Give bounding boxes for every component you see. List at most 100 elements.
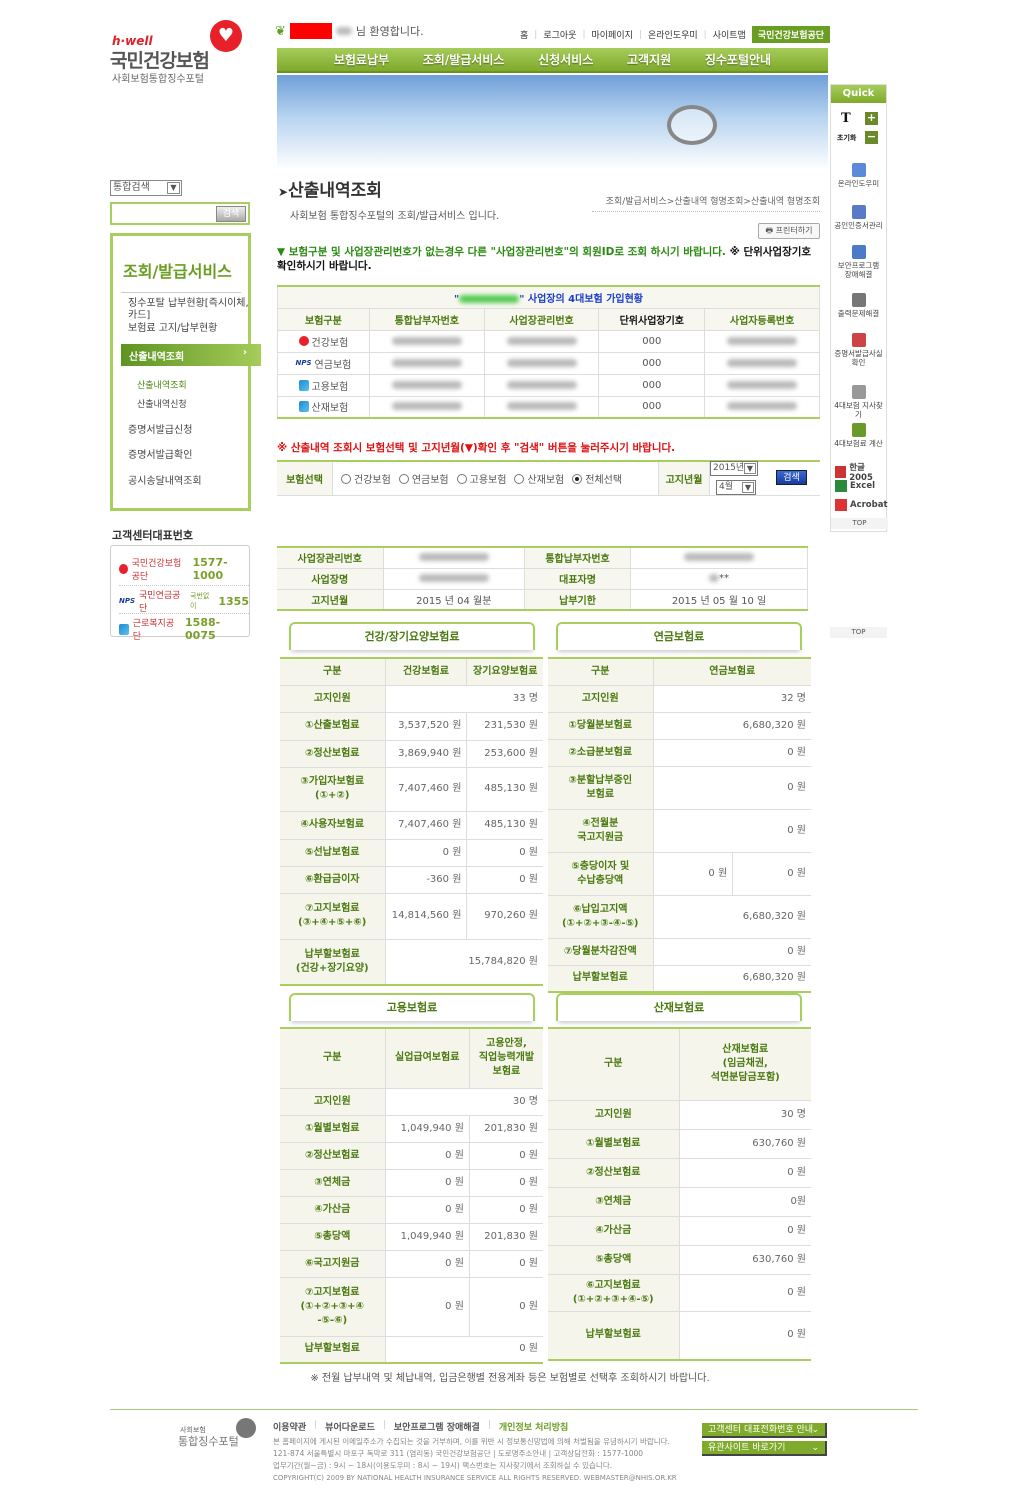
blurred-value <box>709 574 720 582</box>
quick-item[interactable]: 증명서발급사실 확인 <box>831 333 886 367</box>
quick-item[interactable]: 출력문제해결 <box>831 293 886 318</box>
nav-application[interactable]: 신청서비스 <box>538 53 594 67</box>
blurred-number <box>727 380 798 389</box>
footer-link-security[interactable]: 보안프로그램 장애해결 <box>393 1423 480 1433</box>
row-label: ⑤총당액 <box>280 1222 386 1251</box>
quick-item[interactable]: 보안프로그램 장애해결 <box>831 245 886 279</box>
tab-health-ltc-table[interactable]: 건강/장기요양보험료 <box>289 622 535 650</box>
font-decrease-button[interactable]: − <box>865 130 878 144</box>
radio-button[interactable] <box>514 473 525 484</box>
row-label: ③연체금 <box>280 1168 386 1197</box>
cell-value: 0원 <box>678 1186 811 1217</box>
footer-link-viewer[interactable]: 뷰어다운로드 <box>325 1423 375 1433</box>
nav-payment[interactable]: 보험료납부 <box>333 53 390 67</box>
cell-value: 201,830 원 <box>468 1222 543 1251</box>
quick-item-icon <box>851 423 866 437</box>
tab-pension-table[interactable]: 연금보험료 <box>556 622 802 650</box>
blurred-number <box>506 358 577 367</box>
search-input[interactable]: 검색 <box>110 202 250 225</box>
link-helper[interactable]: 온라인도우미 <box>647 31 698 41</box>
link-mypage[interactable]: 마이페이지 <box>591 31 633 41</box>
link-logout[interactable]: 로그아웃 <box>543 31 577 41</box>
footer-divider <box>110 1409 918 1410</box>
nav-support[interactable]: 고객지원 <box>626 53 672 67</box>
print-button[interactable]: 🖶 프린터하기 <box>758 223 820 239</box>
top-button[interactable]: TOP <box>831 518 888 529</box>
top-button-bottom[interactable]: TOP <box>830 627 887 638</box>
related-sites-dropdown[interactable]: 유관사이트 바로가기 ⌄ <box>702 1441 827 1456</box>
page-subtitle: 사회보험 통합징수포털의 조회/발급서비스 입니다. <box>290 211 500 222</box>
year-select[interactable]: 2015년 ▼ <box>710 461 758 476</box>
header-row: 구분 실업급여보험료 고용안정, 직업능력개발 보험료 <box>280 1027 543 1089</box>
customer-center-box: 국민건강보험공단 1577-1000 NPS 국민연금공단 국번없이 1355 근로복지… <box>110 545 250 642</box>
logo-title[interactable]: 국민건강보험 <box>110 50 210 72</box>
footer-link-terms[interactable]: 이용약관 <box>273 1423 307 1433</box>
chevron-right-icon: › <box>242 347 247 358</box>
link-home[interactable]: 홈 <box>520 31 529 41</box>
nav-about[interactable]: 징수포털안내 <box>704 53 772 67</box>
blurred-number <box>506 402 577 411</box>
search-scope-select[interactable]: 통합검색 ▼ <box>110 180 182 196</box>
sidebar-item-cert-request[interactable]: 증명서발급신청 <box>128 425 193 436</box>
link-nhis[interactable]: 국민건강보험공단 <box>751 26 831 43</box>
search-button[interactable]: 검색 <box>216 206 246 222</box>
month-select[interactable]: 4월 ▼ <box>716 480 756 495</box>
quick-item[interactable]: 4대보험료 계산 <box>831 423 886 448</box>
info-label: 고지년월 <box>311 595 349 607</box>
nav-inquiry[interactable]: 조회/발급서비스 <box>422 53 505 67</box>
info-label: 납부기한 <box>559 595 596 607</box>
radio-option[interactable]: 건강보험 <box>341 471 391 486</box>
quick-acrobat[interactable]: Acrobat <box>835 499 888 511</box>
cell-value: 0 원 <box>466 865 543 894</box>
table-row: 고지인원 33 명 <box>280 684 543 713</box>
quick-item[interactable]: 공인인증서관리 <box>831 205 886 230</box>
row-label: ⑤총당액 <box>548 1244 680 1275</box>
blurred-number <box>391 336 462 345</box>
tab-employment-table[interactable]: 고용보험료 <box>289 993 535 1021</box>
quick-item[interactable]: 4대보험 지사찾기 <box>831 385 886 419</box>
row-label: ②소급분보험료 <box>548 738 654 767</box>
sidebar-item-public-notice[interactable]: 공시송달내역조회 <box>128 476 202 487</box>
tab-accident-table[interactable]: 산재보험료 <box>556 993 802 1021</box>
radio-button[interactable] <box>572 473 583 484</box>
table-row: ⑤총당액 1,049,940 원 201,830 원 <box>280 1222 543 1251</box>
quick-excel[interactable]: Excel <box>835 480 875 492</box>
row-label: 고지인원 <box>548 684 654 713</box>
sidebar-subitem-calc-request[interactable]: 산출내역신청 <box>137 400 187 410</box>
row-label: 납부할보험료 <box>280 1335 386 1364</box>
info-label: 대표자명 <box>559 575 596 586</box>
kcomwel-logo-icon <box>298 379 309 391</box>
sidebar-item-calc-inquiry[interactable]: 산출내역조회 › <box>121 344 261 366</box>
radio-option[interactable]: 연금보험 <box>398 471 449 486</box>
header-row: 구분 산재보험료 (임금채권, 석면분담금포함) <box>548 1027 811 1101</box>
quick-item[interactable]: 온라인도우미 <box>831 163 886 188</box>
sidebar-subitem-calc-inquiry[interactable]: 산출내역조회 <box>137 381 187 391</box>
radio-option[interactable]: 산재보험 <box>514 471 564 486</box>
sidebar-item-cert-confirm[interactable]: 증명서발급확인 <box>128 450 193 461</box>
column-header: 사업장관리번호 <box>483 307 600 331</box>
row-label: 고지인원 <box>548 1099 680 1130</box>
insurance-select-label: 보험선택 <box>277 462 333 495</box>
info-value: 2015 년 04 월분 <box>416 595 492 607</box>
cell-value: 0 원 <box>384 1168 470 1197</box>
sidebar-item-portal-status[interactable]: 징수포탈 납부현황[즉시이체, 카드] <box>128 298 249 321</box>
radio-option[interactable]: 고용보험 <box>456 471 506 486</box>
cell-value: 33 명 <box>384 684 543 713</box>
customer-center-dropdown[interactable]: 고객센터 대표전화번호 안내 ⌄ <box>702 1423 827 1438</box>
font-increase-button[interactable]: + <box>865 111 878 125</box>
footer-link-privacy[interactable]: 개인정보 처리방침 <box>498 1423 569 1433</box>
quick-hwp[interactable]: 한글2005 <box>835 461 886 483</box>
footer-links: 이용약관 | 뷰어다운로드 | 보안프로그램 장애해결 | 개인정보 처리방침 <box>273 1420 569 1433</box>
radio-button[interactable] <box>456 473 467 484</box>
link-sitemap[interactable]: 사이트맵 <box>712 31 746 41</box>
quick-item-icon <box>851 205 866 219</box>
table-row: 고용보험 000 <box>277 373 820 397</box>
font-reset-button[interactable]: 초기화 <box>837 134 857 142</box>
radio-option[interactable]: 전체선택 <box>572 471 622 486</box>
radio-button[interactable] <box>341 473 351 484</box>
radio-button[interactable] <box>398 473 409 484</box>
chevron-down-icon: ▼ <box>744 463 756 474</box>
sidebar-item-notice-status[interactable]: 보험료 고지/납부현황 <box>128 323 218 334</box>
query-search-button[interactable]: 검색 <box>776 470 807 485</box>
